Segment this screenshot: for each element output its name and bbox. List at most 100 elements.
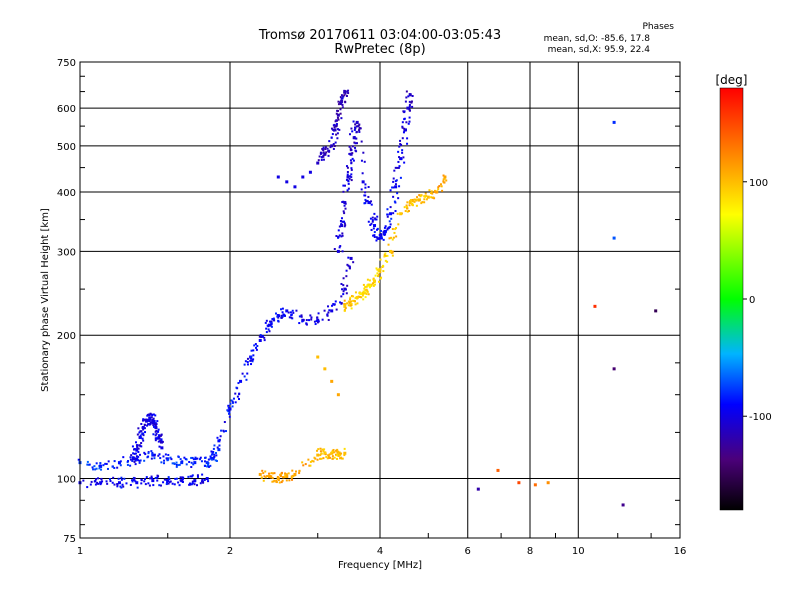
echo-point [392,180,395,183]
data-point [316,161,320,165]
echo-point [177,481,180,484]
echo-point [356,302,359,305]
echo-point [393,231,396,234]
echo-point [367,293,370,296]
echo-point [420,194,423,197]
echo-point [238,393,241,396]
y-tick-label: 200 [57,331,76,342]
echo-point [343,225,346,228]
echo-point [321,318,324,321]
data-point [349,256,353,260]
echo-point [263,339,266,342]
phase-stat-o: mean, sd,O: -85.6, 17.8 [543,34,650,44]
echo-point [291,475,294,478]
echo-point [95,467,98,470]
echo-point [145,418,148,421]
data-point [308,170,312,174]
echo-point [278,481,281,484]
echo-point [327,455,330,458]
echo-point [362,283,365,286]
echo-point [254,343,257,346]
echo-point [349,149,352,152]
x-tick-label: 10 [572,546,585,557]
echo-point [341,250,344,253]
echo-point [368,279,371,282]
echo-point [396,192,399,195]
echo-point [142,418,145,421]
echo-point [333,451,336,454]
echo-point [335,119,338,122]
echo-point [154,423,157,426]
echo-point [354,123,357,126]
echo-point [411,202,414,205]
data-point [336,393,340,397]
echo-point [376,268,379,271]
echo-point [142,428,145,431]
echo-point [362,290,365,293]
echo-point [342,95,345,98]
echo-point [376,215,379,218]
echo-point [364,183,367,186]
echo-point [372,284,375,287]
echo-point [411,105,414,108]
echo-point [135,455,138,458]
echo-point [395,179,398,182]
data-point [546,481,550,485]
echo-point [250,349,253,352]
echo-point [340,302,343,305]
echo-point [357,124,360,127]
echo-point [122,485,125,488]
echo-point [86,460,89,463]
echo-point [344,92,347,95]
echo-point [337,236,340,239]
echo-point [344,307,347,310]
echo-point [362,298,365,301]
echo-point [340,452,343,455]
echo-point [129,456,132,459]
echo-point [341,232,344,235]
echo-point [251,360,254,363]
echo-point [203,478,206,481]
data-point [346,175,350,179]
echo-point [99,464,102,467]
echo-point [135,444,138,447]
echo-point [332,147,335,150]
echo-point [231,400,234,403]
echo-point [194,456,197,459]
echo-point [352,299,355,302]
data-point [285,309,289,313]
data-point [145,419,149,423]
echo-point [324,148,327,151]
data-point [258,472,262,476]
echo-point [232,397,235,400]
data-point [378,267,382,271]
echo-point [137,455,140,458]
echo-point [169,456,172,459]
echo-point [273,479,276,482]
echo-point [420,202,423,205]
echo-point [300,315,303,318]
echo-point [169,480,172,483]
echo-point [188,460,191,463]
echo-point [210,450,213,453]
echo-point [302,318,305,321]
echo-point [379,277,382,280]
echo-point [360,159,363,162]
echo-point [350,173,353,176]
echo-point [209,464,212,467]
echo-point [181,460,184,463]
echo-point [370,228,373,231]
echo-point [132,476,135,479]
echo-point [202,481,205,484]
echo-point [252,354,255,357]
echo-point [348,175,351,178]
echo-point [401,149,404,152]
echo-point [140,478,143,481]
echo-point [341,288,344,291]
echo-point [167,476,170,479]
echo-point [348,266,351,269]
echo-point [143,427,146,430]
echo-point [152,484,155,487]
echo-point [353,299,356,302]
echo-point [204,456,207,459]
